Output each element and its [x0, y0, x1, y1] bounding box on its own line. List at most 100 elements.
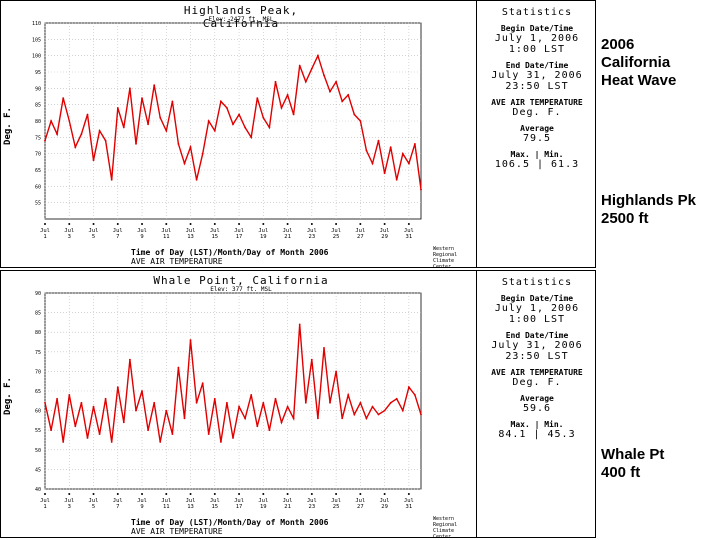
x-tick-label: Jul: [210, 228, 220, 234]
x-tick-mark: [238, 223, 241, 225]
data-point: [341, 417, 344, 420]
data-point: [104, 397, 107, 400]
data-point: [420, 188, 422, 191]
y-tick-label: 50: [35, 448, 41, 454]
data-point: [341, 100, 344, 103]
data-point: [286, 94, 289, 96]
minmax-label: Max. | Min.: [510, 420, 564, 429]
begin-time: 1:00 LST: [508, 314, 566, 325]
x-tick-mark: [383, 493, 386, 495]
temperature-series-line: [44, 324, 422, 443]
data-point: [268, 126, 271, 129]
x-tick-label: 29: [381, 504, 388, 510]
x-tick-label: Jul: [234, 498, 244, 504]
y-tick-label: 60: [35, 409, 41, 415]
data-point: [226, 401, 228, 404]
y-tick-label: 80: [35, 119, 41, 125]
x-tick-label: Jul: [161, 498, 171, 504]
whale-caption: Whale Pt 400 ft: [601, 446, 665, 481]
x-tick-mark: [92, 493, 95, 495]
data-point: [213, 129, 216, 132]
data-point: [141, 390, 143, 392]
x-tick-mark: [116, 493, 119, 495]
statistics-heading: Statistics: [501, 277, 573, 288]
data-point: [129, 358, 131, 361]
data-point: [304, 80, 307, 83]
plot-frame: [44, 292, 422, 490]
data-point: [395, 397, 398, 400]
y-tick-label: 55: [35, 428, 41, 434]
end-time: 23:50 LST: [505, 81, 569, 92]
x-axis-sublabel: AVE AIR TEMPERATURE: [131, 257, 223, 266]
y-tick-label: 65: [35, 168, 41, 174]
x-tick-label: 23: [309, 234, 316, 240]
y-tick-label: 75: [35, 350, 41, 356]
heat-wave-caption: 2006 California Heat Wave: [601, 36, 677, 89]
x-tick-label: 5: [92, 504, 95, 510]
data-point: [280, 107, 283, 109]
x-tick-label: 13: [187, 504, 194, 510]
data-point: [286, 405, 289, 408]
x-tick-mark: [116, 223, 119, 225]
x-tick-mark: [262, 493, 265, 495]
data-point: [244, 417, 247, 420]
y-tick-label: 60: [35, 184, 41, 190]
data-point: [395, 178, 398, 181]
y-tick-label: 110: [32, 21, 41, 27]
x-tick-mark: [335, 493, 338, 495]
x-tick-label: 13: [187, 234, 194, 240]
data-point: [323, 347, 325, 349]
x-tick-label: 7: [116, 504, 119, 510]
data-point: [414, 394, 416, 396]
end-label: End Date/Time: [505, 61, 569, 70]
x-tick-label: 11: [163, 234, 170, 240]
x-tick-mark: [141, 223, 144, 225]
x-tick-mark: [44, 223, 46, 225]
x-tick-label: 19: [260, 504, 267, 510]
data-point: [201, 152, 204, 155]
y-tick-label: 70: [35, 152, 41, 158]
plot-frame: [44, 22, 422, 220]
data-point: [250, 394, 253, 396]
y-tick-label: 85: [35, 311, 41, 317]
data-point: [56, 133, 58, 136]
x-tick-label: Jul: [40, 498, 50, 504]
data-point: [177, 366, 180, 369]
data-point: [317, 54, 319, 57]
x-tick-mark: [335, 223, 338, 225]
x-tick-label: 9: [140, 504, 143, 510]
data-point: [220, 100, 222, 103]
x-tick-label: Jul: [258, 228, 268, 234]
x-tick-mark: [189, 493, 192, 495]
x-tick-label: 23: [309, 504, 316, 510]
begin-date: July 1, 2006: [494, 33, 580, 44]
data-point: [268, 429, 271, 432]
x-tick-label: 1: [43, 234, 46, 240]
data-point: [141, 97, 143, 99]
y-tick-label: 40: [35, 487, 41, 493]
data-point: [298, 323, 301, 326]
average-value: 59.6: [522, 403, 552, 414]
x-tick-label: 5: [92, 234, 95, 240]
minmax-value: 84.1 | 45.3: [498, 429, 576, 440]
data-point: [238, 405, 241, 408]
data-point: [98, 129, 101, 132]
data-point: [122, 421, 125, 424]
x-tick-label: Jul: [355, 498, 365, 504]
data-point: [292, 113, 295, 116]
data-point: [122, 126, 125, 129]
data-point: [74, 425, 77, 428]
data-point: [104, 139, 107, 142]
y-tick-label: 105: [32, 37, 41, 43]
statistics-panel: Statistics Begin Date/Time July 1, 2006 …: [476, 1, 597, 267]
begin-time: 1:00 LST: [508, 44, 566, 55]
x-tick-label: 31: [406, 504, 413, 510]
x-tick-mark: [407, 223, 410, 225]
average-label: Average: [520, 124, 554, 133]
data-point: [80, 133, 83, 136]
y-tick-label: 85: [35, 103, 41, 109]
data-point: [371, 162, 374, 165]
highlands-plot: 110105100959085807570656055Jul1Jul3Jul5J…: [32, 21, 422, 240]
data-point: [171, 100, 174, 103]
x-tick-mark: [359, 493, 362, 495]
